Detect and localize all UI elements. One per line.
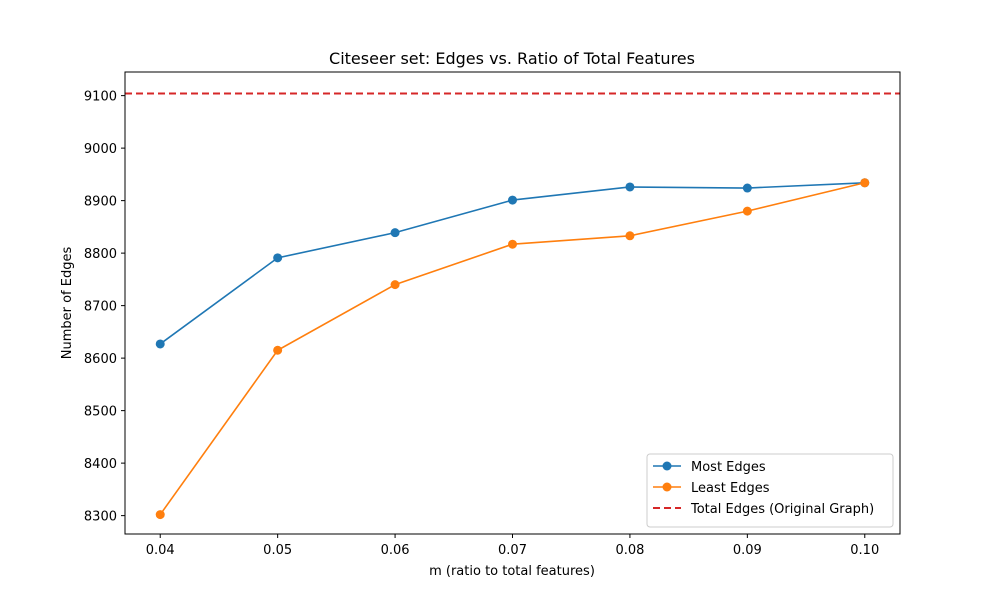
legend: Most Edges Least Edges Total Edges (Origin… — [646, 453, 894, 528]
data-point — [625, 182, 635, 192]
y-tick-label: 8300 — [84, 510, 117, 525]
y-tick-label: 9100 — [84, 90, 117, 105]
data-point — [155, 510, 165, 520]
legend-marker — [662, 461, 672, 471]
y-tick-label: 8600 — [84, 352, 117, 367]
plot-area — [125, 92, 900, 520]
y-tick-label: 9000 — [84, 142, 117, 157]
series-line-0 — [159, 181, 865, 345]
x-tick-label: 0.10 — [850, 543, 879, 558]
chart-title: Citeseer set: Edges vs. Ratio of Total F… — [329, 49, 695, 68]
data-point — [155, 339, 165, 349]
legend-label: Least Edges — [691, 481, 770, 496]
data-point — [508, 239, 517, 249]
data-point — [273, 253, 283, 263]
legend-box — [646, 453, 894, 528]
data-point — [742, 183, 752, 193]
data-point — [742, 206, 752, 216]
data-point — [273, 345, 283, 355]
x-tick-label: 0.08 — [615, 543, 644, 558]
data-point — [390, 228, 400, 238]
legend-label: Most Edges — [691, 460, 766, 475]
x-tick-label: 0.09 — [733, 543, 762, 558]
y-tick-label: 8700 — [84, 300, 117, 315]
y-tick-label: 8900 — [84, 195, 117, 210]
data-point — [625, 231, 635, 241]
data-point — [390, 280, 400, 290]
x-tick-label: 0.07 — [498, 543, 527, 558]
x-tick-label: 0.05 — [263, 543, 292, 558]
y-tick-label: 8400 — [84, 457, 117, 472]
x-axis-label: m (ratio to total features) — [429, 564, 595, 579]
data-point — [860, 178, 870, 188]
x-tick-label: 0.06 — [381, 543, 410, 558]
legend-label: Total Edges (Original Graph) — [690, 502, 874, 517]
legend-marker — [662, 482, 672, 492]
data-point — [508, 195, 517, 205]
x-tick-label: 0.04 — [146, 543, 175, 558]
y-axis-label: Number of Edges — [60, 247, 75, 360]
y-tick-label: 8500 — [84, 405, 117, 420]
y-tick-label: 8800 — [84, 247, 117, 262]
